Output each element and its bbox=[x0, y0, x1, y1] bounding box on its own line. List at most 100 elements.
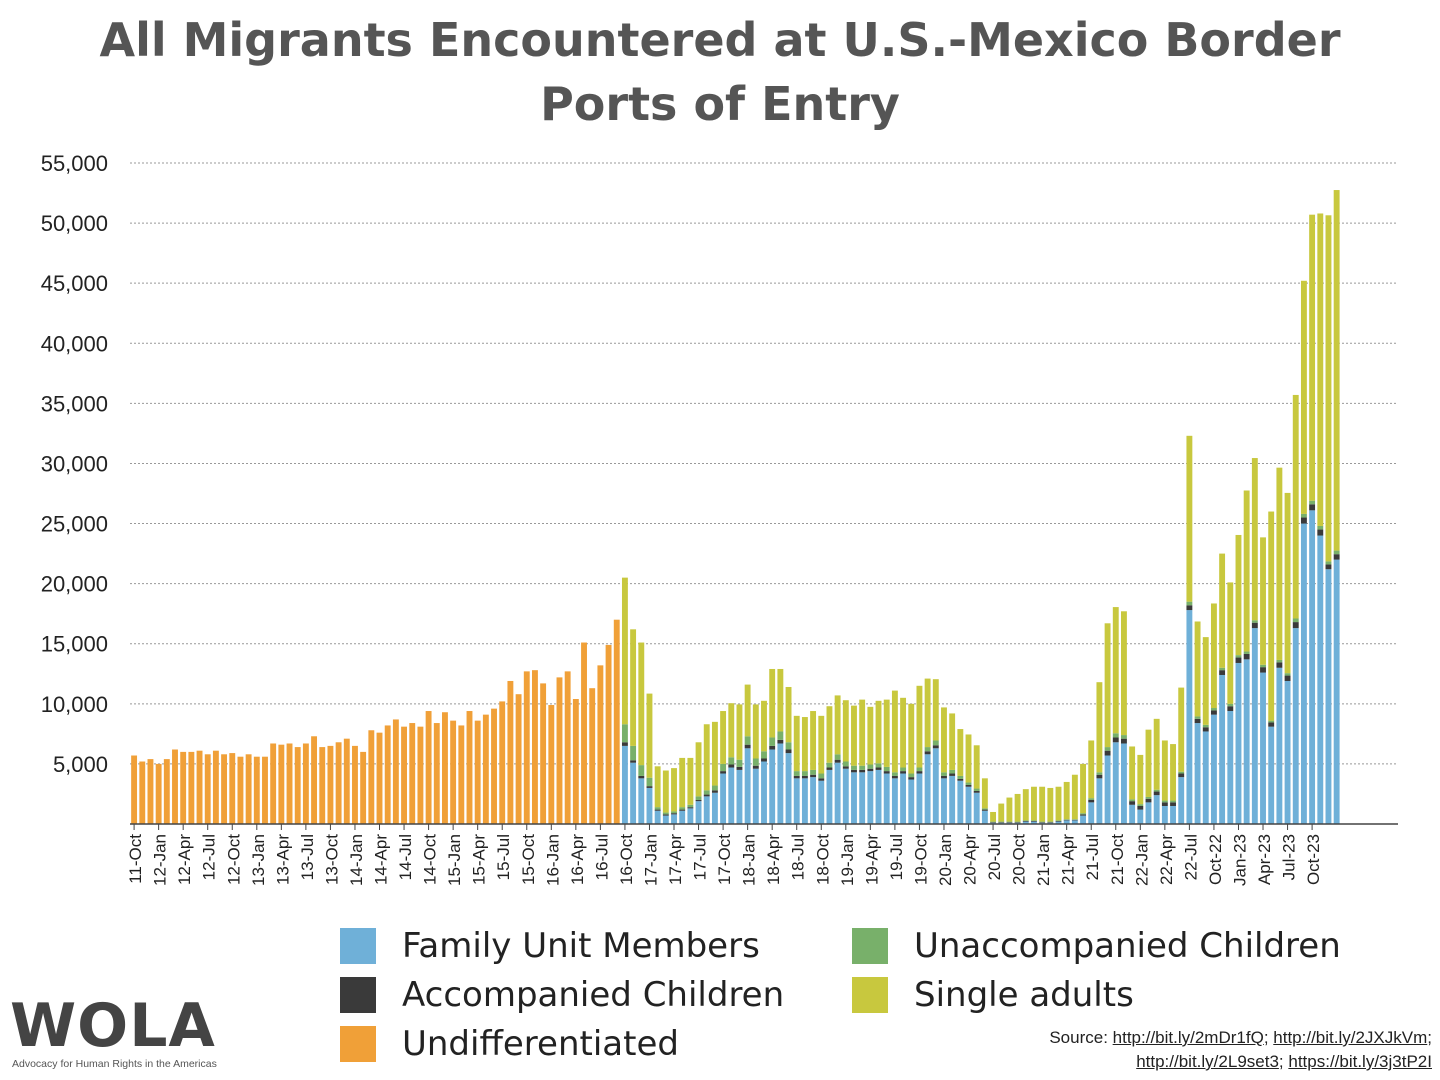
y-tick-label: 15,000 bbox=[41, 632, 108, 657]
bar-segment bbox=[499, 701, 506, 824]
bar-segment bbox=[540, 683, 547, 824]
x-tick-label: 13-Jul bbox=[298, 834, 317, 880]
bar-segment bbox=[1268, 726, 1275, 824]
bar-segment bbox=[810, 769, 817, 775]
bar-segment bbox=[826, 706, 833, 763]
legend-label: Family Unit Members bbox=[402, 926, 760, 966]
x-tick-label: 14-Jan bbox=[347, 834, 366, 886]
bar-segment bbox=[1080, 814, 1086, 816]
bar-segment bbox=[916, 773, 923, 824]
bar-segment bbox=[1260, 664, 1266, 668]
bar-segment bbox=[188, 751, 195, 824]
bar-segment bbox=[859, 769, 866, 773]
bar-segment bbox=[793, 771, 800, 776]
bar-segment bbox=[826, 767, 833, 770]
source-link-2[interactable]: http://bit.ly/2JXJkVm bbox=[1273, 1028, 1428, 1047]
x-tick-label: 16-Oct bbox=[617, 834, 636, 885]
bar-segment bbox=[965, 734, 972, 783]
x-tick-label: 19-Apr bbox=[862, 834, 881, 885]
source-note: Source: http://bit.ly/2mDr1fQ; http://bi… bbox=[1049, 1028, 1432, 1071]
bar-segment bbox=[679, 757, 686, 808]
bar-segment bbox=[793, 715, 800, 772]
x-tick-label: 12-Oct bbox=[224, 834, 243, 885]
bar-segment bbox=[851, 765, 857, 770]
bar-segment bbox=[1129, 746, 1136, 800]
bar-segment bbox=[711, 785, 718, 791]
x-tick-label: 17-Jan bbox=[641, 834, 660, 886]
bar-segment bbox=[630, 762, 637, 824]
bar-segment bbox=[1333, 554, 1340, 560]
bar-segment bbox=[981, 810, 988, 824]
bar-segment bbox=[1129, 801, 1136, 805]
bar-segment bbox=[1309, 214, 1316, 501]
bar-segment bbox=[687, 808, 694, 824]
bar-segment bbox=[1022, 821, 1029, 822]
bar-segment bbox=[671, 811, 677, 814]
x-tick-label: 22-Jan bbox=[1132, 834, 1151, 886]
bar-segment bbox=[908, 779, 915, 824]
bar-segment bbox=[900, 773, 907, 824]
bar-segment bbox=[1047, 822, 1054, 823]
bar-segment bbox=[319, 747, 326, 824]
bar-segment bbox=[1235, 662, 1242, 824]
bar-segment bbox=[376, 732, 383, 824]
bar-segment bbox=[621, 742, 628, 746]
bar-segment bbox=[785, 742, 792, 750]
bar-segment bbox=[1243, 490, 1250, 652]
bar-segment bbox=[752, 758, 759, 766]
bar-segment bbox=[769, 737, 776, 746]
bar-segment bbox=[433, 723, 440, 824]
bar-segment bbox=[556, 677, 563, 824]
bar-segment bbox=[834, 754, 841, 760]
bar-segment bbox=[883, 699, 890, 767]
bar-segment bbox=[1129, 799, 1136, 802]
bar-segment bbox=[638, 778, 645, 824]
bar-segment bbox=[826, 762, 833, 768]
bar-segment bbox=[671, 813, 677, 815]
bar-segment bbox=[1333, 190, 1340, 551]
bar-segment bbox=[818, 780, 825, 824]
bar-segment bbox=[900, 697, 907, 768]
bar-segment bbox=[1333, 559, 1340, 824]
legend-swatch bbox=[340, 977, 376, 1013]
bar-segment bbox=[941, 772, 947, 776]
bar-segment bbox=[834, 695, 841, 755]
bar-segment bbox=[801, 775, 808, 779]
x-tick-label: 19-Jul bbox=[887, 834, 906, 880]
bar-segment bbox=[1071, 819, 1078, 821]
bar-segment bbox=[131, 755, 138, 824]
bar-segment bbox=[842, 766, 849, 769]
bar-segment bbox=[581, 642, 587, 824]
bar-segment bbox=[311, 736, 318, 824]
source-link-3[interactable]: http://bit.ly/2L9set3 bbox=[1136, 1052, 1279, 1071]
bar-segment bbox=[278, 744, 285, 824]
bar-segment bbox=[196, 750, 203, 824]
bar-segment bbox=[736, 759, 743, 767]
bar-segment bbox=[597, 665, 604, 824]
bar-segment bbox=[1202, 637, 1209, 725]
source-link-4[interactable]: https://bit.ly/3j3tP2I bbox=[1288, 1052, 1432, 1071]
bar-segment bbox=[990, 822, 996, 823]
bar-segment bbox=[1022, 820, 1029, 821]
bar-segment bbox=[1317, 525, 1324, 530]
x-tick-label: Jan-23 bbox=[1230, 834, 1249, 886]
bar-segment bbox=[810, 774, 817, 778]
bar-segment bbox=[793, 775, 800, 779]
bar-segment bbox=[229, 753, 236, 824]
x-tick-label: 22-Apr bbox=[1157, 834, 1176, 885]
bar-segment bbox=[834, 762, 841, 824]
bar-segment bbox=[875, 700, 882, 764]
bar-segment bbox=[262, 756, 268, 824]
bar-segment bbox=[728, 764, 735, 768]
bar-segment bbox=[491, 708, 497, 824]
bar-segment bbox=[875, 769, 882, 824]
bar-segment bbox=[891, 778, 898, 824]
source-link-1[interactable]: http://bit.ly/2mDr1fQ bbox=[1112, 1028, 1264, 1047]
bar-segment bbox=[1096, 772, 1103, 775]
bar-segment bbox=[859, 772, 866, 824]
bar-segment bbox=[875, 767, 882, 770]
bar-segment bbox=[932, 748, 939, 824]
y-tick-label: 20,000 bbox=[41, 572, 108, 597]
x-tick-label: 16-Jan bbox=[543, 834, 562, 886]
y-tick-label: 25,000 bbox=[41, 512, 108, 537]
